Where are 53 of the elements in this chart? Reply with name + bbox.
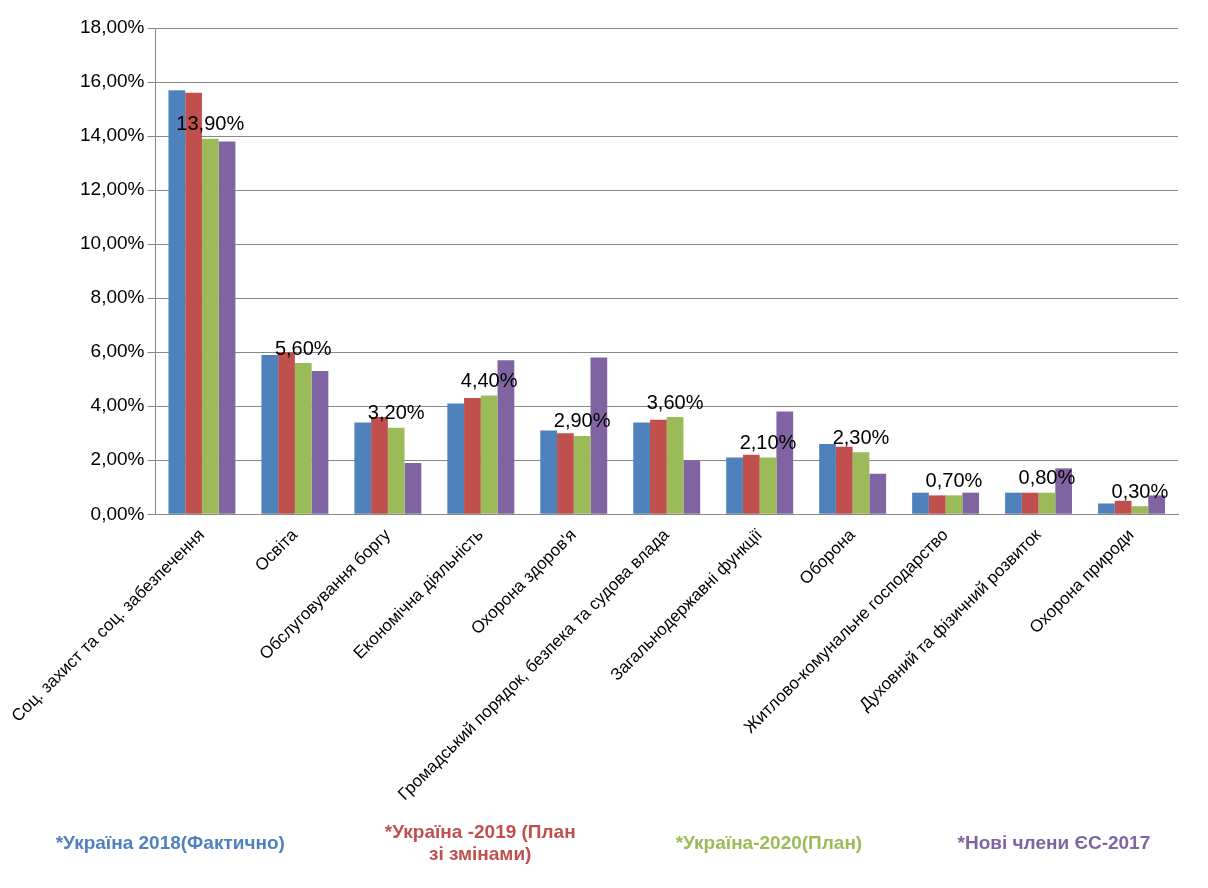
bar <box>354 422 372 514</box>
y-tick-label: 10,00% <box>80 232 145 254</box>
bar <box>633 422 650 514</box>
data-label: 0,70% <box>925 468 983 491</box>
y-tick-label: 6,00% <box>90 340 145 362</box>
bar <box>683 460 701 514</box>
bar <box>928 495 946 514</box>
bar <box>1038 492 1056 514</box>
bar <box>1098 503 1115 514</box>
bar <box>759 457 777 514</box>
bar <box>311 371 329 514</box>
bar <box>404 462 422 514</box>
y-tick-label: 12,00% <box>80 178 145 200</box>
bar <box>201 138 219 514</box>
bar <box>294 363 312 514</box>
bar <box>464 398 481 514</box>
y-tick-label: 0,00% <box>90 502 145 524</box>
bar <box>1005 492 1022 514</box>
text: *Нові члени ЄС-2017 <box>957 832 1151 854</box>
bar <box>447 403 465 514</box>
data-label: 3,20% <box>367 401 425 424</box>
bar <box>1114 500 1132 514</box>
bar <box>480 395 498 514</box>
y-tick-label: 4,00% <box>90 394 145 416</box>
data-label: 2,30% <box>832 425 890 448</box>
y-tick-label: 16,00% <box>80 70 145 92</box>
text: *Україна -2019 (План зі змінами) <box>383 821 577 865</box>
bar <box>666 417 684 514</box>
y-tick-label: 18,00% <box>80 16 145 38</box>
bar <box>726 457 743 514</box>
text: *Україна 2018(Фактично) <box>55 832 285 854</box>
bar <box>945 495 963 514</box>
bar <box>573 435 591 514</box>
data-label: 5,60% <box>274 336 332 359</box>
data-label: 3,60% <box>646 390 704 413</box>
bar <box>649 419 667 514</box>
bar <box>912 492 929 514</box>
bar <box>852 452 870 514</box>
bar <box>962 492 980 514</box>
y-tick-label: 8,00% <box>90 286 145 308</box>
bar <box>1131 506 1149 514</box>
text: *Україна-2020(План) <box>675 832 863 854</box>
bar <box>557 433 574 514</box>
y-tick-label: 14,00% <box>80 124 145 146</box>
bar <box>387 427 405 514</box>
y-tick-label: 2,00% <box>90 448 145 470</box>
bar <box>869 473 887 514</box>
bar <box>540 430 558 514</box>
bar <box>742 454 760 514</box>
bar <box>1021 492 1039 514</box>
bar <box>835 446 853 514</box>
data-label: 0,30% <box>1111 479 1169 502</box>
bar <box>218 141 236 514</box>
